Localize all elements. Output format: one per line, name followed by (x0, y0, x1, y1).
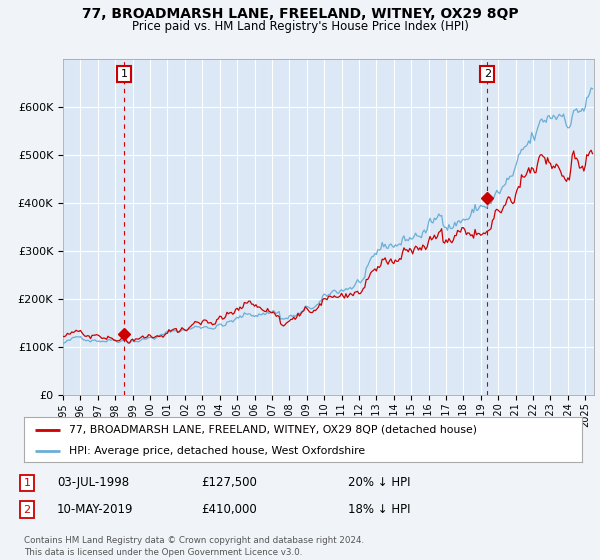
Text: £410,000: £410,000 (201, 503, 257, 516)
Text: 1: 1 (23, 478, 31, 488)
Text: HPI: Average price, detached house, West Oxfordshire: HPI: Average price, detached house, West… (68, 446, 365, 456)
Text: 18% ↓ HPI: 18% ↓ HPI (348, 503, 410, 516)
Text: 77, BROADMARSH LANE, FREELAND, WITNEY, OX29 8QP (detached house): 77, BROADMARSH LANE, FREELAND, WITNEY, O… (68, 424, 476, 435)
Text: 77, BROADMARSH LANE, FREELAND, WITNEY, OX29 8QP: 77, BROADMARSH LANE, FREELAND, WITNEY, O… (82, 7, 518, 21)
Text: Contains HM Land Registry data © Crown copyright and database right 2024.
This d: Contains HM Land Registry data © Crown c… (24, 536, 364, 557)
Text: 03-JUL-1998: 03-JUL-1998 (57, 476, 129, 489)
Text: Price paid vs. HM Land Registry's House Price Index (HPI): Price paid vs. HM Land Registry's House … (131, 20, 469, 33)
Text: 10-MAY-2019: 10-MAY-2019 (57, 503, 133, 516)
Text: £127,500: £127,500 (201, 476, 257, 489)
Text: 2: 2 (23, 505, 31, 515)
Text: 2: 2 (484, 69, 491, 79)
Text: 20% ↓ HPI: 20% ↓ HPI (348, 476, 410, 489)
Text: 1: 1 (121, 69, 127, 79)
